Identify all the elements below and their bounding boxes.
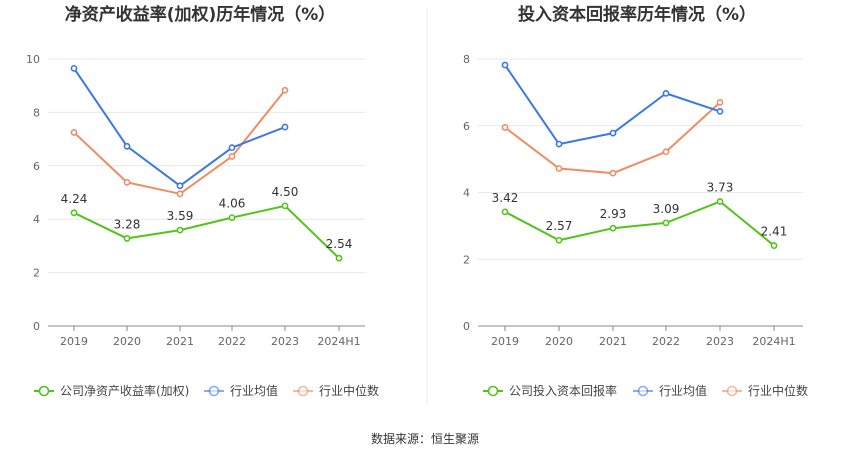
y-tick-label: 2 — [33, 267, 40, 280]
company-series-line — [504, 200, 775, 247]
industry-avg-point — [123, 142, 131, 150]
data-label: 4.50 — [272, 185, 299, 199]
industry-avg-point — [176, 182, 184, 190]
industry-avg-point — [70, 64, 78, 72]
data-label: 2.54 — [326, 237, 353, 251]
industry-avg-point — [609, 129, 617, 137]
industry-avg-legend-marker — [208, 385, 220, 397]
company-point — [123, 235, 131, 242]
y-tick-label: 0 — [463, 320, 470, 333]
industry-median-point — [609, 169, 617, 177]
company-point — [70, 209, 78, 217]
x-tick-label: 2022 — [652, 335, 680, 348]
company-legend-label: 公司投入资本回报率 — [509, 383, 617, 398]
company-point — [609, 224, 617, 232]
company-point — [662, 219, 670, 227]
roic-chart: 投入资本回报率历年情况（%） 0 2 4 6 8 2019 2020 2021 2022 2023… — [463, 4, 808, 398]
company-legend-marker — [487, 385, 499, 397]
company-point — [228, 214, 236, 221]
company-point — [176, 226, 184, 234]
industry-median-point — [555, 165, 563, 172]
data-label: 2.93 — [600, 207, 627, 221]
industry-median-legend-label: 行业中位数 — [748, 383, 808, 398]
y-tick-label: 2 — [463, 253, 470, 266]
industry-median-legend-marker — [297, 385, 309, 397]
industry-avg-point — [228, 144, 236, 152]
data-label: 3.42 — [492, 191, 519, 205]
company-point — [770, 242, 778, 249]
x-tick-label: 2023 — [271, 335, 299, 348]
industry-median-point — [662, 148, 670, 156]
industry-avg-point — [662, 89, 670, 97]
y-tick-label: 8 — [33, 106, 40, 119]
industry-avg-point — [501, 61, 509, 69]
industry-avg-point — [716, 107, 724, 115]
company-legend-marker — [38, 385, 50, 397]
y-tick-label: 6 — [33, 160, 40, 173]
industry-median-point — [281, 86, 289, 94]
y-tick-label: 0 — [33, 320, 40, 333]
x-tick-label: 2021 — [166, 335, 194, 348]
y-tick-label: 8 — [463, 53, 470, 66]
x-tick-label: 2020 — [545, 335, 573, 348]
industry-median-legend-marker — [726, 385, 738, 397]
data-label: 2.41 — [761, 225, 788, 239]
x-tick-label: 2020 — [113, 335, 141, 348]
industry-avg-point — [555, 140, 563, 148]
industry-median-legend-label: 行业中位数 — [319, 383, 379, 398]
data-label: 4.06 — [219, 197, 246, 211]
data-label: 3.28 — [114, 217, 141, 231]
company-point — [716, 198, 724, 205]
company-point — [281, 202, 289, 210]
industry-avg-legend-label: 行业均值 — [659, 383, 707, 398]
industry-median-point — [716, 98, 724, 106]
industry-median-point — [123, 178, 131, 186]
data-source: 数据来源：恒生聚源 — [371, 431, 479, 446]
industry-median-point — [70, 129, 78, 136]
x-tick-label: 2024H1 — [752, 335, 795, 348]
y-tick-label: 4 — [33, 213, 40, 226]
company-point — [335, 254, 343, 262]
company-series-line — [73, 204, 340, 259]
industry-avg-point — [281, 123, 289, 131]
data-label: 4.24 — [61, 192, 88, 206]
x-tick-label: 2023 — [706, 335, 734, 348]
industry-avg-legend-marker — [637, 385, 649, 397]
roe-chart: 净资产收益率(加权)历年情况（%） 0 2 4 6 8 10 2019 2020 2021 202… — [26, 4, 379, 398]
x-tick-label: 2019 — [491, 335, 519, 348]
y-tick-label: 4 — [463, 187, 470, 200]
y-tick-label: 6 — [463, 120, 470, 133]
industry-median-point — [176, 190, 184, 198]
industry-median-series-line — [73, 89, 286, 195]
industry-avg-series-line — [73, 67, 286, 187]
company-point — [501, 208, 509, 216]
industry-median-point — [228, 153, 236, 160]
company-point — [555, 236, 563, 244]
company-legend-label: 公司净资产收益率(加权) — [60, 383, 189, 398]
data-label: 2.57 — [546, 219, 573, 233]
y-tick-label: 10 — [26, 53, 40, 66]
data-label: 3.73 — [707, 181, 734, 195]
x-tick-label: 2022 — [218, 335, 246, 348]
data-label: 3.59 — [167, 209, 194, 223]
x-tick-label: 2021 — [599, 335, 627, 348]
x-tick-label: 2019 — [60, 335, 88, 348]
roic-chart-title: 投入资本回报率历年情况（%） — [518, 4, 756, 25]
data-label: 3.09 — [653, 202, 680, 216]
x-tick-label: 2024H1 — [317, 335, 360, 348]
roe-chart-title: 净资产收益率(加权)历年情况（%） — [65, 4, 336, 25]
industry-avg-legend-label: 行业均值 — [230, 383, 278, 398]
industry-median-point — [501, 124, 509, 131]
